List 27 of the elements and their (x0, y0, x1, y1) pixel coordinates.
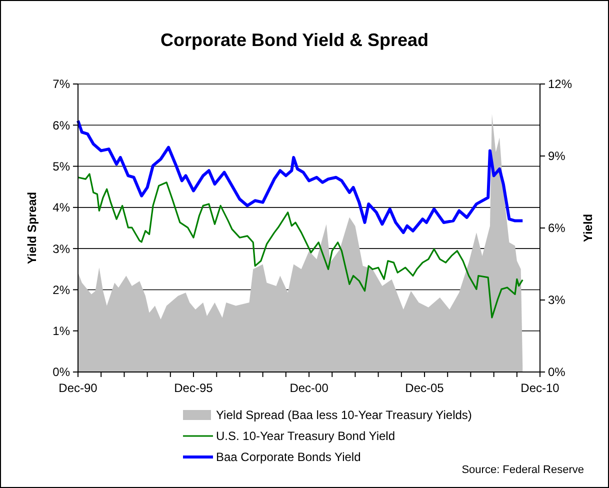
line-series (76, 119, 524, 234)
y2-tick-label: 12% (548, 77, 572, 92)
source-note: Source: Federal Reserve (462, 464, 584, 476)
y2-tick-label: 0% (548, 365, 566, 380)
y-tick-label: 3% (52, 242, 70, 256)
y-tick-label: 0% (52, 365, 70, 380)
legend-label: Baa Corporate Bonds Yield (216, 450, 361, 464)
y2-tick-label: 9% (548, 149, 566, 164)
x-tick-label: Dec-95 (174, 381, 214, 395)
line-series (77, 173, 524, 318)
y-tick-label: 6% (52, 118, 70, 132)
y2-tick-label: 6% (548, 221, 566, 236)
y-tick-label: 2% (52, 282, 70, 297)
y2-tick-label: 3% (548, 293, 566, 308)
x-tick-label: Dec-10 (520, 381, 560, 395)
legend-label: Yield Spread (Baa less 10-Year Treasury Yields) (216, 408, 472, 422)
x-tick-label: Dec-90 (58, 381, 98, 395)
x-tick-label: Dec-05 (405, 381, 444, 395)
y-tick-label: 4% (52, 200, 70, 215)
chart-title: Corporate Bond Yield & Spread (160, 30, 429, 50)
y-tick-label: 5% (52, 159, 70, 174)
y-axis-title: Yield Spread (25, 192, 39, 264)
y-tick-label: 7% (52, 77, 70, 92)
y2-axis-title: Yield (581, 214, 595, 242)
legend-label: U.S. 10-Year Treasury Bond Yield (216, 429, 395, 444)
x-tick-label: Dec-00 (290, 381, 329, 395)
y-tick-label: 1% (52, 324, 70, 338)
